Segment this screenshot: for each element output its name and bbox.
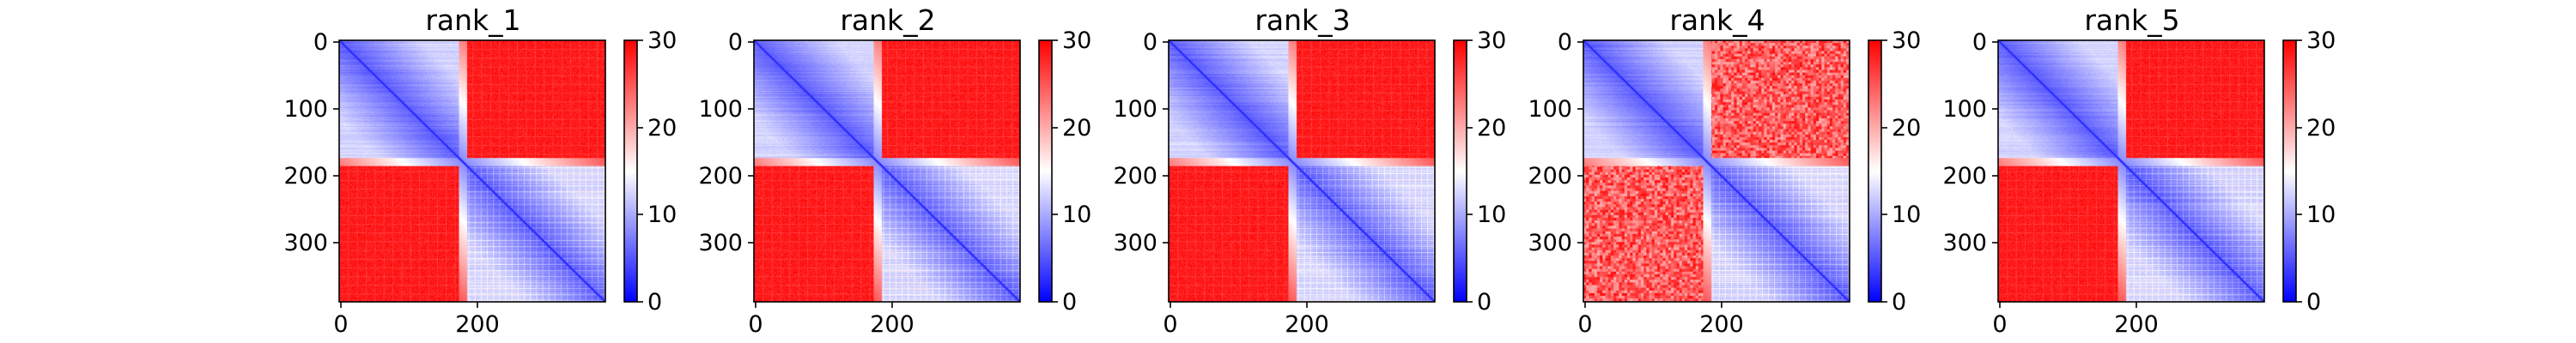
panel-title: rank_3 <box>1255 3 1350 37</box>
colorbar-tick-label: 10 <box>647 202 677 228</box>
colorbar <box>2283 40 2296 302</box>
colorbar-tick-label: 30 <box>1477 27 1506 54</box>
colorbar <box>624 40 637 302</box>
y-tick-label: 300 <box>1113 230 1157 256</box>
y-tick-label: 200 <box>1528 163 1572 190</box>
y-tick-label: 200 <box>1942 163 1987 190</box>
panel-rank-2: rank_2 0 100 200 300 0 200 0 10 20 30 <box>698 3 1091 338</box>
heatmap-image <box>1169 40 1435 302</box>
y-tick-label: 0 <box>1558 29 1572 56</box>
y-tick-label: 300 <box>1528 230 1572 256</box>
heatmap-frame <box>1997 39 2265 303</box>
heatmap-image <box>1583 40 1850 302</box>
colorbar-frame <box>2282 39 2297 303</box>
colorbar-tick-label: 30 <box>2306 27 2336 54</box>
y-tick-label: 100 <box>283 96 328 123</box>
heatmap-frame <box>1168 39 1436 303</box>
y-tick-label: 100 <box>1528 96 1572 123</box>
y-tick-label: 0 <box>313 29 328 56</box>
y-tick-label: 100 <box>698 96 743 123</box>
y-tick-label: 0 <box>728 29 743 56</box>
heatmap-frame <box>753 39 1021 303</box>
colorbar-tick-label: 10 <box>1062 202 1091 228</box>
colorbar-tick-label: 10 <box>1477 202 1506 228</box>
heatmap-image <box>1998 40 2264 302</box>
x-tick-label: 200 <box>1285 311 1329 338</box>
colorbar <box>1868 40 1881 302</box>
y-tick-label: 0 <box>1972 29 1987 56</box>
x-tick-label: 200 <box>870 311 914 338</box>
heatmap-frame <box>338 39 606 303</box>
x-tick-label: 200 <box>2114 311 2159 338</box>
colorbar-tick-label: 0 <box>1062 289 1077 316</box>
y-tick-label: 200 <box>1113 163 1157 190</box>
heatmap-image <box>339 40 605 302</box>
x-tick-label: 200 <box>1699 311 1744 338</box>
colorbar-tick-label: 20 <box>1062 115 1091 141</box>
colorbar-tick-label: 20 <box>2306 115 2336 141</box>
x-tick-label: 0 <box>1577 311 1592 338</box>
colorbar <box>1454 40 1467 302</box>
x-tick-label: 0 <box>1163 311 1177 338</box>
y-tick-label: 300 <box>698 230 743 256</box>
y-tick-label: 200 <box>698 163 743 190</box>
panel-rank-5: rank_5 0 100 200 300 0 200 0 10 20 30 <box>1942 3 2336 338</box>
colorbar-frame <box>1453 39 1467 303</box>
colorbar-frame <box>1868 39 1882 303</box>
colorbar-tick-label: 20 <box>647 115 677 141</box>
y-tick-label: 300 <box>283 230 328 256</box>
panel-rank-3: rank_3 0 100 200 300 0 200 0 10 20 30 <box>1113 3 1506 338</box>
panel-rank-4: rank_4 0 100 200 300 0 200 0 10 20 30 <box>1528 3 1921 338</box>
colorbar-tick-label: 10 <box>2306 202 2336 228</box>
colorbar-tick-label: 0 <box>647 289 662 316</box>
x-tick-label: 0 <box>333 311 348 338</box>
y-tick-label: 0 <box>1143 29 1157 56</box>
panel-title: rank_4 <box>1669 3 1765 37</box>
colorbar-tick-label: 0 <box>2306 289 2321 316</box>
x-tick-label: 200 <box>455 311 500 338</box>
colorbar-frame <box>623 39 638 303</box>
y-tick-label: 200 <box>283 163 328 190</box>
panel-title: rank_1 <box>425 3 520 37</box>
colorbar-frame <box>1038 39 1053 303</box>
colorbar-tick-label: 0 <box>1477 289 1492 316</box>
y-tick-label: 100 <box>1942 96 1987 123</box>
x-tick-label: 0 <box>748 311 762 338</box>
y-tick-label: 100 <box>1113 96 1157 123</box>
colorbar-tick-label: 20 <box>1892 115 1921 141</box>
panel-title: rank_5 <box>2084 3 2179 37</box>
panel-title: rank_2 <box>840 3 935 37</box>
colorbar-tick-label: 20 <box>1477 115 1506 141</box>
colorbar-tick-label: 30 <box>1062 27 1091 54</box>
x-tick-label: 0 <box>1992 311 2007 338</box>
heatmap-image <box>754 40 1020 302</box>
panel-rank-1: rank_1 0 100 200 300 0 200 0 10 20 30 <box>283 3 677 338</box>
colorbar-tick-label: 0 <box>1892 289 1906 316</box>
colorbar <box>1039 40 1052 302</box>
colorbar-tick-label: 10 <box>1892 202 1921 228</box>
colorbar-tick-label: 30 <box>1892 27 1921 54</box>
y-tick-label: 300 <box>1942 230 1987 256</box>
heatmap-frame <box>1583 39 1850 303</box>
colorbar-tick-label: 30 <box>647 27 677 54</box>
